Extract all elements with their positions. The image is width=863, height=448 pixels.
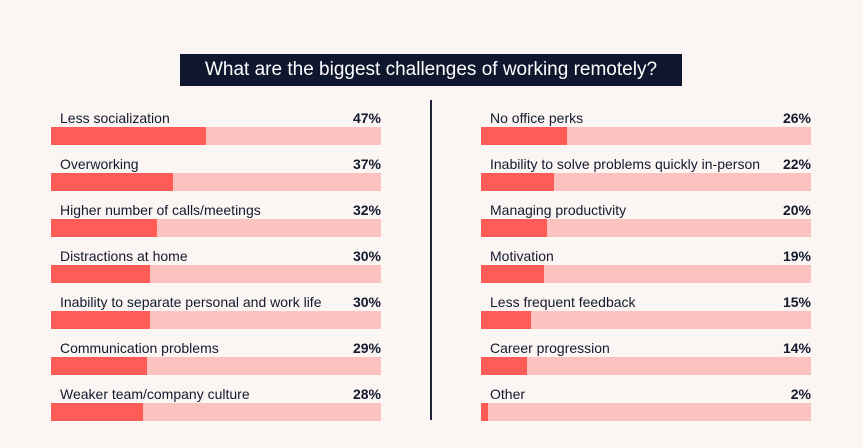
bar-row: Career progression 14% [481,338,812,384]
bar-row: Weaker team/company culture 28% [51,384,382,430]
bar-fill [51,403,144,421]
bar-value: 29% [352,340,381,356]
bar-fill [481,173,554,191]
bar-label: Distractions at home [60,248,188,264]
bar-row: No office perks 26% [481,108,812,154]
bar-row: Managing productivity 20% [481,200,812,246]
bar-fill [51,265,150,283]
bar-label: Less frequent feedback [490,294,636,310]
bar-fill [481,357,528,375]
bar-value: 2% [790,386,811,402]
bar-fill [51,127,207,145]
bar-value: 26% [782,110,811,126]
bar-track [51,173,381,191]
bar-row: Higher number of calls/meetings 32% [51,200,382,246]
bar-track [481,219,811,237]
bar-label: Higher number of calls/meetings [60,202,261,218]
bar-label: Less socialization [60,110,170,126]
bar-track [51,403,381,421]
bar-value: 47% [352,110,381,126]
bar-label: Communication problems [60,340,219,356]
bar-track [51,311,381,329]
right-column: No office perks 26% Inability to solve p… [481,108,812,430]
bar-label: No office perks [490,110,584,126]
bar-value: 15% [782,294,811,310]
bar-track [51,357,381,375]
bar-label: Inability to solve problems quickly in-p… [490,156,761,172]
bar-row: Inability to solve problems quickly in-p… [481,154,812,200]
bar-value: 19% [782,248,811,264]
bar-track [51,127,381,145]
bar-value: 32% [352,202,381,218]
bar-row: Communication problems 29% [51,338,382,384]
bar-label: Managing productivity [490,202,627,218]
bar-value: 22% [782,156,811,172]
bar-row: Inability to separate personal and work … [51,292,382,338]
bar-value: 37% [352,156,381,172]
chart-title: What are the biggest challenges of worki… [180,54,682,86]
bar-row: Distractions at home 30% [51,246,382,292]
bar-track [481,173,811,191]
bar-track [481,403,811,421]
bar-fill [51,311,150,329]
bar-fill [481,219,547,237]
bar-row: Other 2% [481,384,812,430]
bar-label: Career progression [490,340,610,356]
bar-fill [481,265,544,283]
bar-track [481,127,811,145]
bar-label: Inability to separate personal and work … [60,294,322,310]
bar-track [51,219,381,237]
bar-row: Overworking 37% [51,154,382,200]
bar-value: 14% [782,340,811,356]
bar-fill [51,357,147,375]
bar-value: 30% [352,294,381,310]
bar-fill [481,127,567,145]
bar-track [481,357,811,375]
bar-label: Other [490,386,526,402]
bar-fill [481,403,488,421]
bar-row: Less frequent feedback 15% [481,292,812,338]
bar-fill [481,311,531,329]
bar-track [51,265,381,283]
bar-value: 28% [352,386,381,402]
bar-fill [51,173,174,191]
bar-row: Less socialization 47% [51,108,382,154]
left-column: Less socialization 47% Overworking 37% H… [51,108,382,430]
bar-label: Motivation [490,248,554,264]
bar-track [481,265,811,283]
bar-value: 30% [352,248,381,264]
bar-label: Weaker team/company culture [60,386,250,402]
bar-row: Motivation 19% [481,246,812,292]
bar-fill [51,219,157,237]
bar-track [481,311,811,329]
column-divider [430,100,432,420]
bar-label: Overworking [60,156,139,172]
bar-value: 20% [782,202,811,218]
